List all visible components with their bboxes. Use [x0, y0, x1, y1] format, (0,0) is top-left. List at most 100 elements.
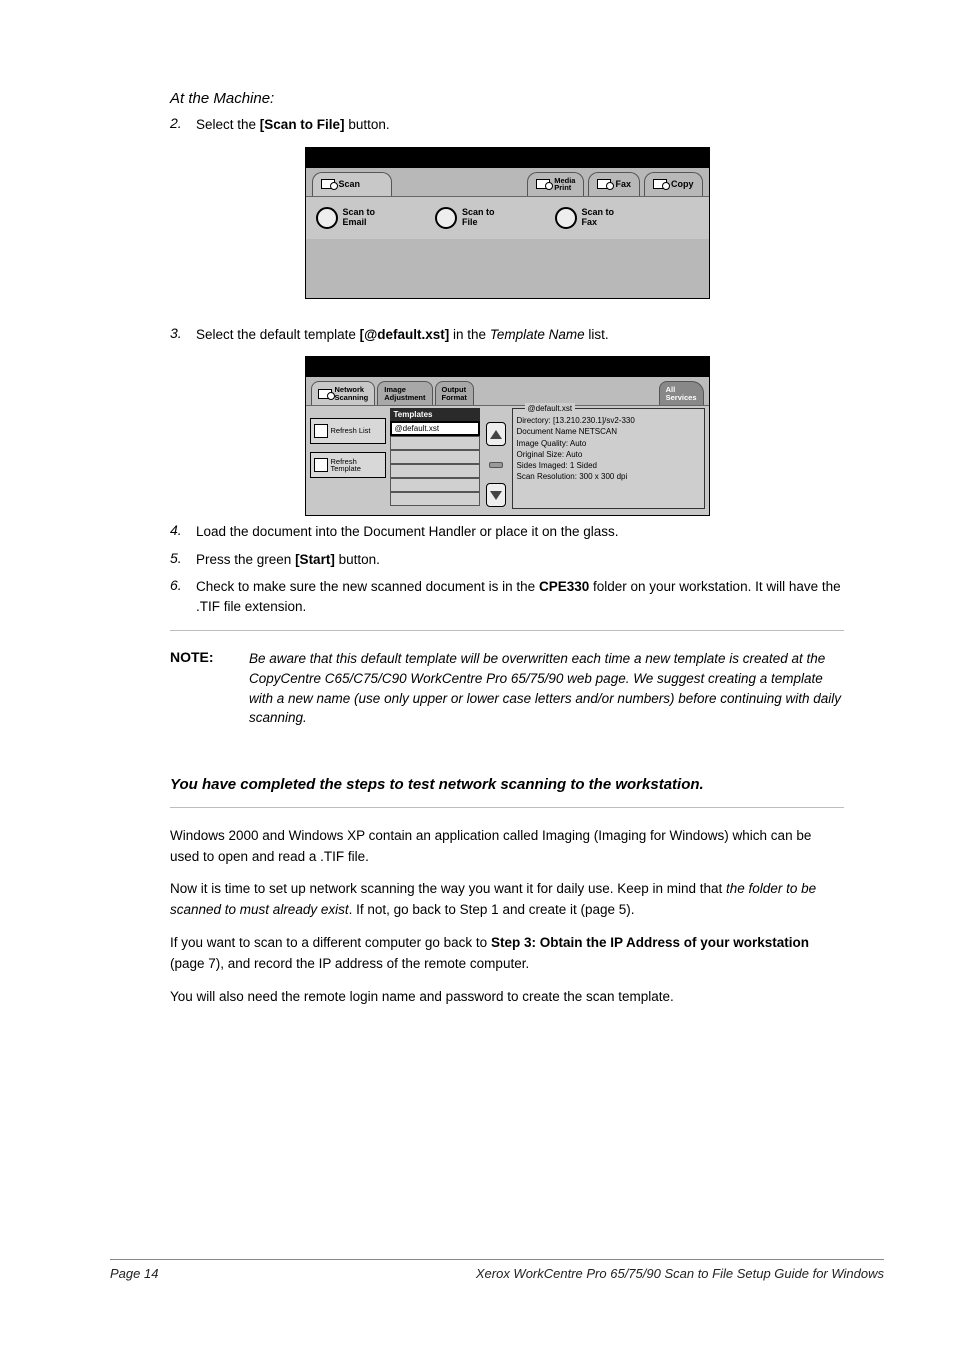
tab-copy[interactable]: Copy — [644, 172, 703, 196]
fig1-panel: Scan Media Print Fax — [305, 147, 710, 299]
opt-label: Scan to Fax — [582, 208, 615, 228]
fig2-tabs: Network Scanning Image Adjustment Output — [306, 377, 709, 405]
txt: Check to make sure the new scanned docum… — [196, 579, 539, 594]
scan-icon — [321, 179, 335, 189]
fig1-titlebar — [306, 148, 709, 168]
note-label: NOTE: — [170, 649, 225, 727]
step-number: 6. — [170, 577, 188, 616]
note-block: NOTE: Be aware that this default templat… — [170, 649, 844, 727]
figure-1: Scan Media Print Fax — [170, 147, 844, 299]
button-label: Refresh List — [331, 427, 371, 435]
section-title: At the Machine: — [170, 90, 844, 107]
chevron-up-icon — [490, 430, 502, 439]
prop-docname: Document Name NETSCAN — [517, 426, 700, 437]
scan-to-email[interactable]: Scan to Email — [316, 207, 376, 229]
chevron-down-icon — [490, 491, 502, 500]
step-5: 5. Press the green [Start] button. — [170, 550, 844, 570]
body-para-3: If you want to scan to a different compu… — [170, 933, 844, 975]
step-text: Select the [Scan to File] button. — [196, 115, 844, 135]
refresh-template-button[interactable]: Refresh Template — [310, 452, 386, 478]
refresh-list-button[interactable]: Refresh List — [310, 418, 386, 444]
tab-scan[interactable]: Scan — [312, 172, 392, 196]
bold: [@default.xst] — [360, 327, 450, 342]
fig1-body: Scan Media Print Fax — [306, 168, 709, 298]
template-item-empty — [390, 450, 480, 464]
footer-page-number: Page 14 — [110, 1266, 158, 1281]
fig2-titlebar — [306, 357, 709, 377]
tab-image-adjustment[interactable]: Image Adjustment — [377, 381, 432, 405]
body-para-2: Now it is time to set up network scannin… — [170, 879, 844, 921]
tab-label: Copy — [671, 179, 694, 189]
note-text: Be aware that this default template will… — [249, 649, 844, 727]
radio-icon — [316, 207, 338, 229]
step-number: 2. — [170, 115, 188, 135]
l2: Format — [442, 394, 467, 402]
page-footer: Page 14 Xerox WorkCentre Pro 65/75/90 Sc… — [110, 1259, 884, 1281]
completion-subhead: You have completed the steps to test net… — [170, 776, 844, 793]
template-item-empty — [390, 478, 480, 492]
l2: Email — [343, 218, 376, 228]
button-icon — [314, 424, 328, 438]
radio-icon — [435, 207, 457, 229]
l2: Services — [666, 394, 697, 402]
l2: Scanning — [335, 394, 369, 402]
footer-line: Page 14 Xerox WorkCentre Pro 65/75/90 Sc… — [110, 1266, 884, 1281]
tab-all-services[interactable]: All Services — [659, 381, 704, 405]
l2: Fax — [582, 218, 615, 228]
l2: Print — [554, 184, 575, 192]
body-para-4: You will also need the remote login name… — [170, 987, 844, 1008]
step-2: 2. Select the [Scan to File] button. — [170, 115, 844, 135]
template-item-empty — [390, 492, 480, 506]
tab-label: Media Print — [554, 177, 575, 192]
step-4: 4. Load the document into the Document H… — [170, 522, 844, 542]
fig2-content: Refresh List Refresh Template Templates — [306, 405, 709, 515]
txt: Select the default template — [196, 327, 360, 342]
netscan-icon — [318, 389, 332, 399]
step-number: 4. — [170, 522, 188, 542]
footer-doc-title: Xerox WorkCentre Pro 65/75/90 Scan to Fi… — [476, 1266, 884, 1281]
template-details: @default.xst Directory: [13.210.230.1]/s… — [512, 408, 705, 509]
scan-to-fax[interactable]: Scan to Fax — [555, 207, 615, 229]
tab-label: Fax — [615, 179, 631, 189]
scan-to-file[interactable]: Scan to File — [435, 207, 495, 229]
template-item-empty — [390, 436, 480, 450]
tab-media-print[interactable]: Media Print — [527, 172, 584, 196]
l2: File — [462, 218, 495, 228]
templates-list: Templates @default.xst — [390, 408, 480, 509]
tab-label: Output Format — [442, 386, 467, 401]
templates-header: Templates — [390, 408, 480, 421]
scroll-up-button[interactable] — [486, 422, 506, 446]
step-number: 5. — [170, 550, 188, 570]
tab-label: All Services — [666, 386, 697, 401]
step-3: 3. Select the default template [@default… — [170, 325, 844, 345]
fig1-content: Scan to Email Scan to File — [306, 196, 709, 239]
scroll-down-button[interactable] — [486, 483, 506, 507]
divider — [170, 630, 844, 631]
template-item[interactable]: @default.xst — [390, 421, 480, 436]
tab-label: Image Adjustment — [384, 386, 425, 401]
step-number: 3. — [170, 325, 188, 345]
tab-output-format[interactable]: Output Format — [435, 381, 474, 405]
media-icon — [536, 179, 550, 189]
scroll-thumb[interactable] — [489, 462, 503, 468]
txt: button. — [335, 552, 380, 567]
tab-fax[interactable]: Fax — [588, 172, 640, 196]
txt: Press the green — [196, 552, 295, 567]
prop-resolution: Scan Resolution: 300 x 300 dpi — [517, 471, 700, 482]
txt: list. — [585, 327, 609, 342]
template-item-empty — [390, 464, 480, 478]
bold: Step 3: Obtain the IP Address of your wo… — [491, 935, 809, 950]
body-para-1: Windows 2000 and Windows XP contain an a… — [170, 826, 844, 868]
button-label: Refresh Template — [331, 458, 361, 473]
figure-2: Network Scanning Image Adjustment Output — [170, 356, 844, 516]
tab-network-scanning[interactable]: Network Scanning — [311, 381, 376, 405]
txt: If you want to scan to a different compu… — [170, 935, 491, 950]
txt: in the — [449, 327, 490, 342]
tab-label: Scan — [339, 179, 361, 189]
fig2-left-col: Refresh List Refresh Template — [310, 408, 386, 509]
prop-imgquality: Image Quality: Auto — [517, 438, 700, 449]
txt: Now it is time to set up network scannin… — [170, 881, 726, 896]
fig2-body: Network Scanning Image Adjustment Output — [306, 377, 709, 515]
copy-icon — [653, 179, 667, 189]
templates-scroll — [484, 408, 508, 509]
